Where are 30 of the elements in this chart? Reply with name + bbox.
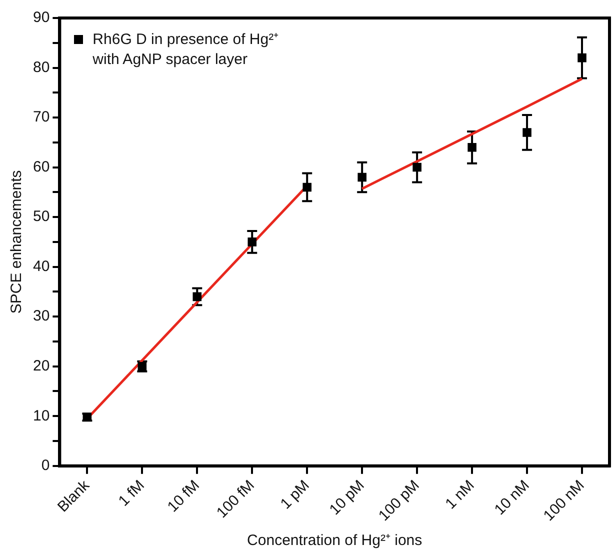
x-tick-label: 1 nM bbox=[442, 476, 478, 513]
x-tick-label: 100 pM bbox=[375, 476, 423, 524]
y-tick-label: 80 bbox=[32, 58, 50, 76]
point bbox=[468, 143, 476, 152]
point bbox=[522, 128, 532, 137]
point bbox=[358, 172, 366, 182]
point bbox=[192, 292, 202, 302]
point bbox=[412, 162, 422, 172]
y-tick-label: 40 bbox=[32, 258, 50, 275]
y-axis-title: SPCE enhancements bbox=[8, 170, 26, 314]
x-tick-label: 1 pM bbox=[277, 476, 313, 513]
y-tick-label: 30 bbox=[32, 308, 50, 325]
y-tick-label: 20 bbox=[32, 358, 50, 375]
point bbox=[302, 182, 312, 192]
y-tick-label: 10 bbox=[32, 407, 50, 424]
x-tick-label: 1 fM bbox=[115, 476, 148, 510]
y-tick-label: 70 bbox=[32, 108, 50, 126]
x-tick-label: 100 nM bbox=[540, 476, 588, 524]
y-tick-label: 50 bbox=[32, 208, 50, 226]
point bbox=[578, 53, 586, 62]
y-tick-label: 60 bbox=[32, 158, 50, 176]
y-tick-label: 90 bbox=[32, 9, 50, 26]
x-tick-label: 10 fM bbox=[164, 476, 203, 516]
x-tick-label: 10 pM bbox=[326, 476, 368, 519]
x-tick-label: 10 nM bbox=[491, 476, 533, 519]
legend-label: Rh6G D in presence of Hg²⁺ with AgNP spacer layer bbox=[92, 30, 280, 70]
x-tick-label: 100 fM bbox=[213, 476, 258, 522]
point bbox=[248, 238, 257, 246]
x-axis-title: Concentration of Hg²⁺ ions bbox=[247, 532, 422, 550]
y-tick-label: 0 bbox=[41, 457, 50, 474]
